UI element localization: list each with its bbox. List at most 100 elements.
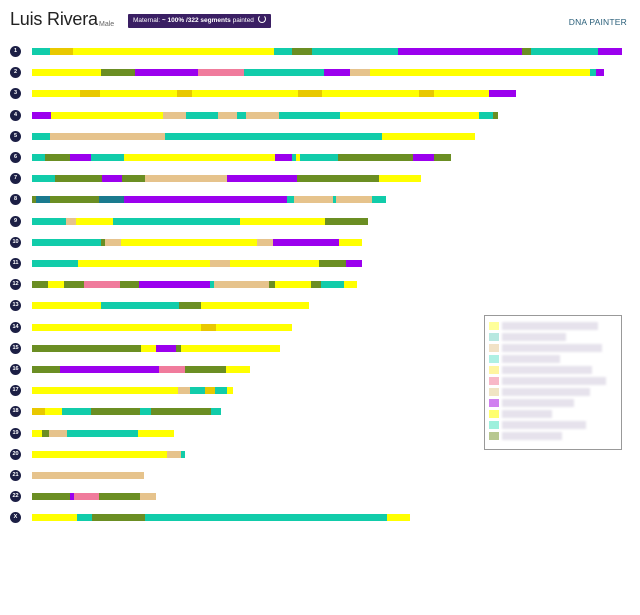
painted-segment[interactable] — [226, 175, 297, 183]
painted-segment[interactable] — [237, 111, 247, 119]
painted-segment[interactable] — [210, 260, 231, 267]
painted-segment[interactable] — [158, 366, 185, 373]
chromosome-label[interactable]: 18 — [10, 406, 21, 418]
chromosome-bar[interactable] — [32, 450, 186, 458]
painted-segment[interactable] — [178, 387, 191, 395]
painted-segment[interactable] — [41, 429, 49, 437]
painted-segment[interactable] — [204, 387, 215, 395]
painted-segment[interactable] — [273, 48, 292, 55]
painted-segment[interactable] — [32, 175, 56, 183]
chromosome-label[interactable]: 8 — [10, 194, 21, 206]
painted-segment[interactable] — [332, 196, 337, 204]
painted-segment[interactable] — [90, 154, 125, 161]
chromosome-label[interactable]: 17 — [10, 385, 21, 397]
painted-segment[interactable] — [210, 281, 214, 289]
painted-segment[interactable] — [589, 69, 596, 77]
chromosome-bar[interactable] — [32, 281, 357, 289]
chromosome-label[interactable]: 5 — [10, 130, 21, 142]
chromosome-bar[interactable] — [32, 48, 622, 55]
chromosome-label[interactable]: X — [10, 512, 21, 524]
painted-segment[interactable] — [177, 90, 192, 98]
painted-segment[interactable] — [98, 493, 140, 501]
painted-segment[interactable] — [336, 196, 372, 204]
chromosome-bar[interactable] — [32, 344, 280, 352]
chromosome-bar[interactable] — [32, 260, 363, 267]
painted-segment[interactable] — [155, 344, 176, 352]
painted-segment[interactable] — [32, 48, 50, 55]
painted-segment[interactable] — [67, 429, 139, 437]
painted-segment[interactable] — [83, 281, 120, 289]
chromosome-label[interactable]: 11 — [10, 258, 21, 269]
painted-segment[interactable] — [48, 429, 68, 437]
painted-segment[interactable] — [286, 196, 294, 204]
painted-segment[interactable] — [320, 281, 344, 289]
chromosome-bar[interactable] — [32, 323, 292, 331]
chromosome-bar[interactable] — [32, 175, 422, 183]
painted-segment[interactable] — [598, 48, 622, 55]
painted-segment[interactable] — [144, 175, 227, 183]
chromosome-bar[interactable] — [32, 217, 369, 225]
legend-item[interactable] — [489, 410, 617, 418]
legend-item[interactable] — [489, 322, 617, 330]
painted-segment[interactable] — [413, 154, 435, 161]
painted-segment[interactable] — [479, 111, 494, 119]
painted-segment[interactable] — [32, 111, 51, 119]
painted-segment[interactable] — [32, 196, 36, 204]
chromosome-label[interactable]: 16 — [10, 364, 21, 375]
painted-segment[interactable] — [243, 69, 324, 77]
painted-segment[interactable] — [291, 154, 296, 161]
painted-segment[interactable] — [80, 90, 100, 98]
refresh-icon[interactable] — [257, 15, 266, 23]
chromosome-label[interactable]: 12 — [10, 279, 21, 291]
painted-segment[interactable] — [35, 196, 50, 204]
painted-segment[interactable] — [595, 69, 605, 77]
painted-segment[interactable] — [489, 90, 516, 98]
chromosome-label[interactable]: 15 — [10, 342, 21, 354]
painted-segment[interactable] — [319, 260, 346, 267]
painted-segment[interactable] — [124, 196, 287, 204]
painted-segment[interactable] — [337, 154, 414, 161]
painted-segment[interactable] — [419, 90, 434, 98]
painted-segment[interactable] — [60, 366, 159, 373]
painted-segment[interactable] — [214, 387, 227, 395]
chromosome-label[interactable]: 21 — [10, 470, 21, 481]
painted-segment[interactable] — [296, 175, 379, 183]
painted-segment[interactable] — [49, 48, 74, 55]
legend-item[interactable] — [489, 399, 617, 407]
chromosome-label[interactable]: 10 — [10, 236, 21, 248]
painted-segment[interactable] — [49, 196, 100, 204]
painted-segment[interactable] — [273, 238, 340, 246]
painted-segment[interactable] — [145, 514, 387, 522]
chromosome-label[interactable]: 7 — [10, 173, 21, 185]
chromosome-label[interactable]: 14 — [10, 321, 21, 333]
chromosome-bar[interactable] — [32, 69, 605, 77]
painted-segment[interactable] — [92, 514, 146, 522]
painted-segment[interactable] — [100, 69, 135, 77]
painted-segment[interactable] — [32, 366, 61, 373]
painted-segment[interactable] — [32, 132, 50, 140]
chromosome-bar[interactable] — [32, 154, 451, 161]
painted-segment[interactable] — [349, 69, 370, 77]
painted-segment[interactable] — [530, 48, 599, 55]
painted-segment[interactable] — [90, 408, 140, 416]
painted-segment[interactable] — [246, 111, 280, 119]
legend-item[interactable] — [489, 366, 617, 374]
painted-segment[interactable] — [101, 238, 105, 246]
painted-segment[interactable] — [32, 238, 102, 246]
painted-segment[interactable] — [162, 111, 186, 119]
painted-segment[interactable] — [70, 493, 75, 501]
chromosome-label[interactable]: 19 — [10, 427, 21, 439]
painted-segment[interactable] — [178, 302, 202, 310]
chromosome-bar[interactable] — [32, 238, 363, 246]
chromosome-bar[interactable] — [32, 90, 516, 98]
legend-item[interactable] — [489, 344, 617, 352]
chromosome-bar[interactable] — [32, 302, 310, 310]
legend-item[interactable] — [489, 333, 617, 341]
chromosome-label[interactable]: 20 — [10, 448, 21, 460]
painted-segment[interactable] — [371, 196, 386, 204]
painted-segment[interactable] — [102, 175, 122, 183]
painted-segment[interactable] — [197, 69, 244, 77]
chromosome-label[interactable]: 1 — [10, 46, 21, 57]
painted-segment[interactable] — [184, 366, 227, 373]
chromosome-label[interactable]: 13 — [10, 300, 21, 312]
